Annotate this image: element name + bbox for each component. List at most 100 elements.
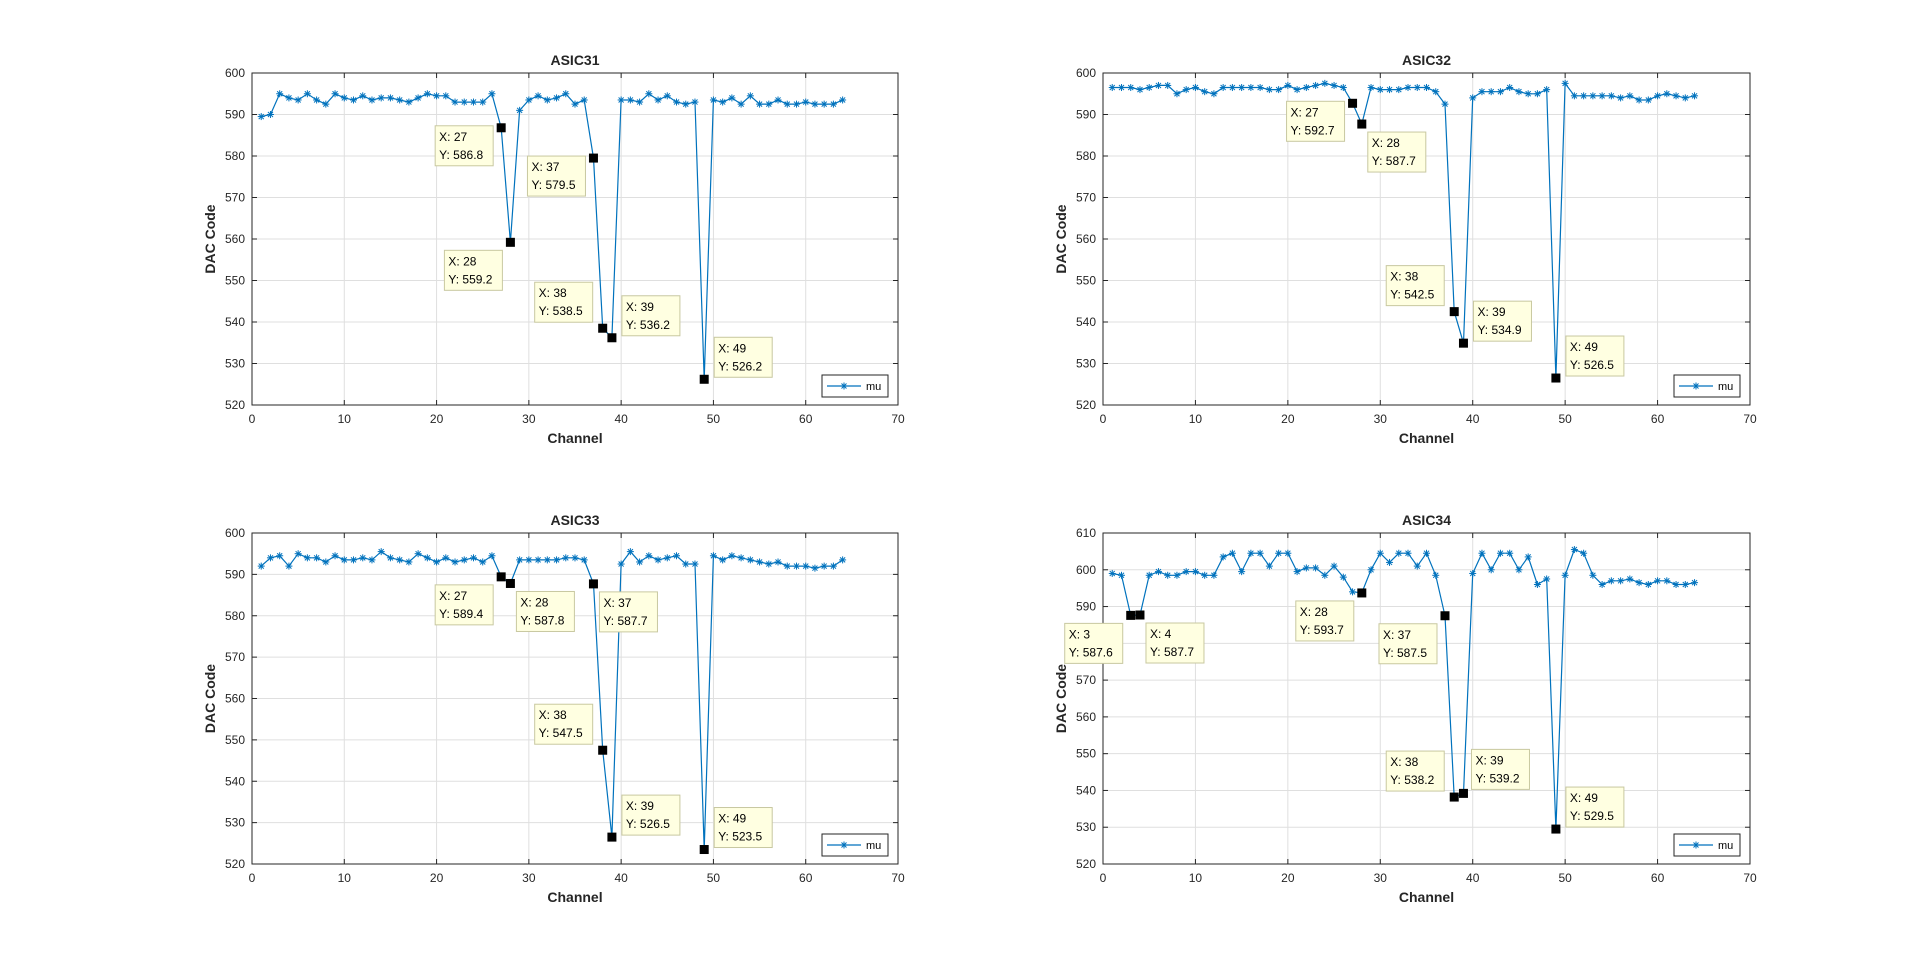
x-tick-label: 60 bbox=[799, 871, 813, 885]
datatip[interactable]: X: 39 Y: 534.9 bbox=[1458, 300, 1532, 348]
datatip-y-label: Y: 559.2 bbox=[448, 272, 492, 286]
datatip[interactable]: X: 49 Y: 529.5 bbox=[1551, 786, 1625, 834]
datatip-box bbox=[1286, 100, 1346, 142]
datatip-x-label: X: 3 bbox=[1069, 627, 1091, 641]
data-point bbox=[811, 100, 819, 108]
datatip[interactable]: X: 49 Y: 523.5 bbox=[699, 807, 773, 855]
data-point bbox=[1164, 571, 1172, 579]
data-point bbox=[1154, 81, 1162, 89]
datatip[interactable]: X: 38 Y: 538.2 bbox=[1385, 750, 1459, 802]
subplot-asic34: 0102030405060705205305405505605705805906… bbox=[1053, 512, 1757, 905]
y-tick-label: 520 bbox=[225, 398, 245, 412]
data-point bbox=[1515, 566, 1523, 574]
data-point bbox=[405, 98, 413, 106]
data-point bbox=[728, 94, 736, 102]
datatip-marker bbox=[1458, 788, 1468, 798]
x-tick-label: 50 bbox=[707, 871, 721, 885]
datatip-y-label: Y: 529.5 bbox=[1570, 809, 1614, 823]
data-point bbox=[285, 94, 293, 102]
datatip[interactable]: X: 28 Y: 587.7 bbox=[1357, 119, 1427, 173]
data-point bbox=[414, 94, 422, 102]
data-point bbox=[368, 96, 376, 104]
legend[interactable]: mu bbox=[1673, 374, 1741, 398]
datatip[interactable]: X: 39 Y: 539.2 bbox=[1458, 748, 1530, 798]
datatip[interactable]: X: 27 Y: 586.8 bbox=[434, 123, 506, 167]
datatip-box bbox=[526, 155, 586, 197]
legend-marker bbox=[1692, 841, 1700, 849]
datatip-box bbox=[534, 281, 594, 323]
data-point bbox=[1256, 84, 1264, 92]
x-tick-label: 10 bbox=[1189, 412, 1203, 426]
datatip[interactable]: X: 38 Y: 538.5 bbox=[534, 281, 608, 333]
datatip-y-label: Y: 523.5 bbox=[718, 830, 762, 844]
data-point bbox=[1117, 84, 1125, 92]
y-tick-label: 570 bbox=[1076, 191, 1096, 205]
data-point bbox=[1570, 92, 1578, 100]
data-point bbox=[322, 100, 330, 108]
data-point bbox=[1496, 88, 1504, 96]
datatip-marker bbox=[496, 123, 506, 133]
datatip[interactable]: X: 37 Y: 579.5 bbox=[526, 153, 598, 197]
y-tick-label: 560 bbox=[225, 232, 245, 246]
data-point bbox=[1617, 94, 1625, 102]
data-point bbox=[1607, 577, 1615, 585]
datatip[interactable]: X: 38 Y: 547.5 bbox=[534, 703, 608, 755]
data-point bbox=[1228, 549, 1236, 557]
datatip[interactable]: X: 4 Y: 587.7 bbox=[1135, 610, 1205, 664]
legend[interactable]: mu bbox=[1673, 833, 1741, 857]
data-point bbox=[1691, 579, 1699, 587]
datatip[interactable]: X: 39 Y: 526.5 bbox=[607, 794, 681, 842]
datatip[interactable]: X: 39 Y: 536.2 bbox=[607, 295, 681, 343]
subplot-asic33: 0 10 20 30 40 50 60 70 520 530 540 550 560 570 580 590 6… bbox=[202, 512, 905, 905]
data-point bbox=[534, 92, 542, 100]
datatip-marker bbox=[588, 579, 598, 589]
y-tick-label: 520 bbox=[1076, 398, 1096, 412]
data-point bbox=[1635, 579, 1643, 587]
datatip[interactable]: X: 28 Y: 559.2 bbox=[443, 237, 515, 291]
datatip-marker bbox=[598, 323, 608, 333]
y-tick-label: 580 bbox=[225, 609, 245, 623]
y-tick-label: 570 bbox=[1076, 673, 1096, 687]
data-point bbox=[1145, 84, 1153, 92]
data-point bbox=[534, 556, 542, 564]
data-point bbox=[562, 554, 570, 562]
data-point bbox=[1533, 580, 1541, 588]
y-tick-label: 520 bbox=[1076, 857, 1096, 871]
data-point bbox=[460, 556, 468, 564]
legend-label: mu bbox=[1718, 381, 1733, 393]
data-point bbox=[1663, 577, 1671, 585]
datatip[interactable]: X: 49 Y: 526.2 bbox=[699, 336, 773, 384]
y-tick-label: 550 bbox=[225, 274, 245, 288]
datatip[interactable]: X: 37 Y: 587.5 bbox=[1378, 611, 1450, 665]
y-tick-label: 610 bbox=[1076, 526, 1096, 540]
datatip[interactable]: X: 38 Y: 542.5 bbox=[1385, 265, 1459, 317]
x-tick-label: 20 bbox=[1281, 412, 1295, 426]
datatip[interactable]: X: 28 Y: 593.7 bbox=[1295, 588, 1367, 642]
data-point bbox=[1127, 84, 1135, 92]
datatip[interactable]: X: 27 Y: 592.7 bbox=[1286, 98, 1358, 142]
datatip-y-label: Y: 587.6 bbox=[1069, 645, 1113, 659]
datatip[interactable]: X: 37 Y: 587.7 bbox=[588, 579, 658, 633]
datatip[interactable]: X: 3 Y: 587.6 bbox=[1064, 610, 1136, 664]
legend[interactable]: mu bbox=[821, 833, 889, 857]
datatip[interactable]: X: 28 Y: 587.8 bbox=[505, 578, 575, 632]
datatip-x-label: X: 38 bbox=[539, 286, 567, 300]
data-point bbox=[294, 96, 302, 104]
data-point bbox=[1265, 86, 1273, 94]
y-tick-label: 540 bbox=[225, 774, 245, 788]
datatip[interactable]: X: 49 Y: 526.5 bbox=[1551, 335, 1625, 383]
data-point bbox=[451, 558, 459, 566]
legend-marker bbox=[840, 841, 848, 849]
datatip-marker bbox=[1440, 611, 1450, 621]
datatip[interactable]: X: 27 Y: 589.4 bbox=[434, 572, 506, 626]
x-tick-label: 60 bbox=[799, 412, 813, 426]
data-point bbox=[571, 554, 579, 562]
data-point bbox=[350, 96, 358, 104]
x-tick-label: 40 bbox=[614, 871, 628, 885]
data-point bbox=[1496, 549, 1504, 557]
datatip-x-label: X: 28 bbox=[1372, 136, 1400, 150]
data-point bbox=[303, 554, 311, 562]
datatip-y-label: Y: 536.2 bbox=[626, 318, 670, 332]
legend[interactable]: mu bbox=[821, 374, 889, 398]
data-point bbox=[1117, 571, 1125, 579]
